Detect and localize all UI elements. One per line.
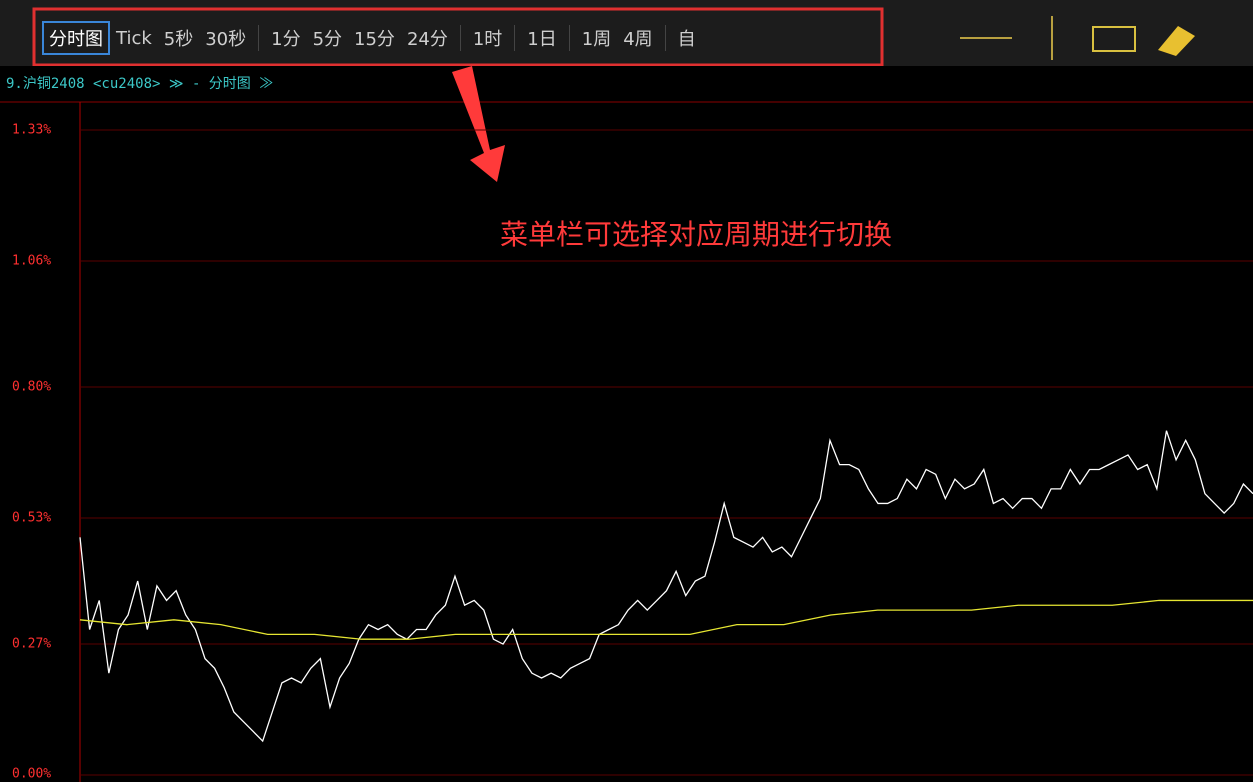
separator (514, 25, 516, 51)
y-tick-label: 1.33% (12, 123, 51, 138)
period-button[interactable]: 1日 (527, 29, 557, 50)
y-tick-label: 0.53% (12, 510, 51, 525)
period-button[interactable]: 5分 (312, 29, 343, 50)
period-button[interactable]: 30秒 (205, 29, 247, 50)
period-button[interactable]: 分时图 (42, 21, 110, 55)
period-buttons: 分时图 Tick 5秒 30秒 1分 5分 15分 24分 1时 1日 1周 4周 自 (42, 20, 702, 56)
period-button[interactable]: 4周 (623, 29, 653, 50)
period-button[interactable]: 15分 (354, 29, 395, 50)
highlight-box (32, 7, 884, 66)
chart-bg (0, 66, 1253, 782)
separator (258, 25, 260, 51)
separator (459, 25, 461, 51)
period-button[interactable]: 自 (677, 29, 696, 50)
series-line (79, 430, 1253, 743)
period-button[interactable]: Tick (116, 27, 152, 49)
period-button[interactable]: 24分 (406, 29, 448, 50)
separator (664, 25, 666, 51)
toolbar: 分时图 Tick 5秒 30秒 1分 5分 15分 24分 1时 1日 1周 4周 自 (0, 0, 1253, 66)
separator (568, 25, 570, 51)
period-button[interactable]: 1时 (472, 29, 503, 50)
y-tick-label: 1.06% (12, 253, 51, 268)
y-tick-label: 0.27% (12, 637, 51, 652)
period-button[interactable]: 5秒 (163, 29, 194, 50)
annotation: 菜单栏可选择对应周期进行切换 (500, 218, 892, 251)
period-button[interactable]: 1周 (581, 29, 612, 50)
info-line: 9.沪铜2408 <cu2408> ≫ - 分时图 ≫ (6, 76, 273, 92)
arrow (452, 66, 505, 182)
eraser-tool[interactable] (1158, 26, 1195, 56)
series-line (79, 599, 1253, 640)
period-button[interactable]: 1分 (271, 29, 301, 50)
y-tick-label: 0.80% (12, 380, 51, 395)
rect-tool[interactable] (1092, 26, 1136, 52)
y-tick-label: 0.00% (12, 767, 51, 782)
toolbar-overlay (32, 7, 1195, 66)
